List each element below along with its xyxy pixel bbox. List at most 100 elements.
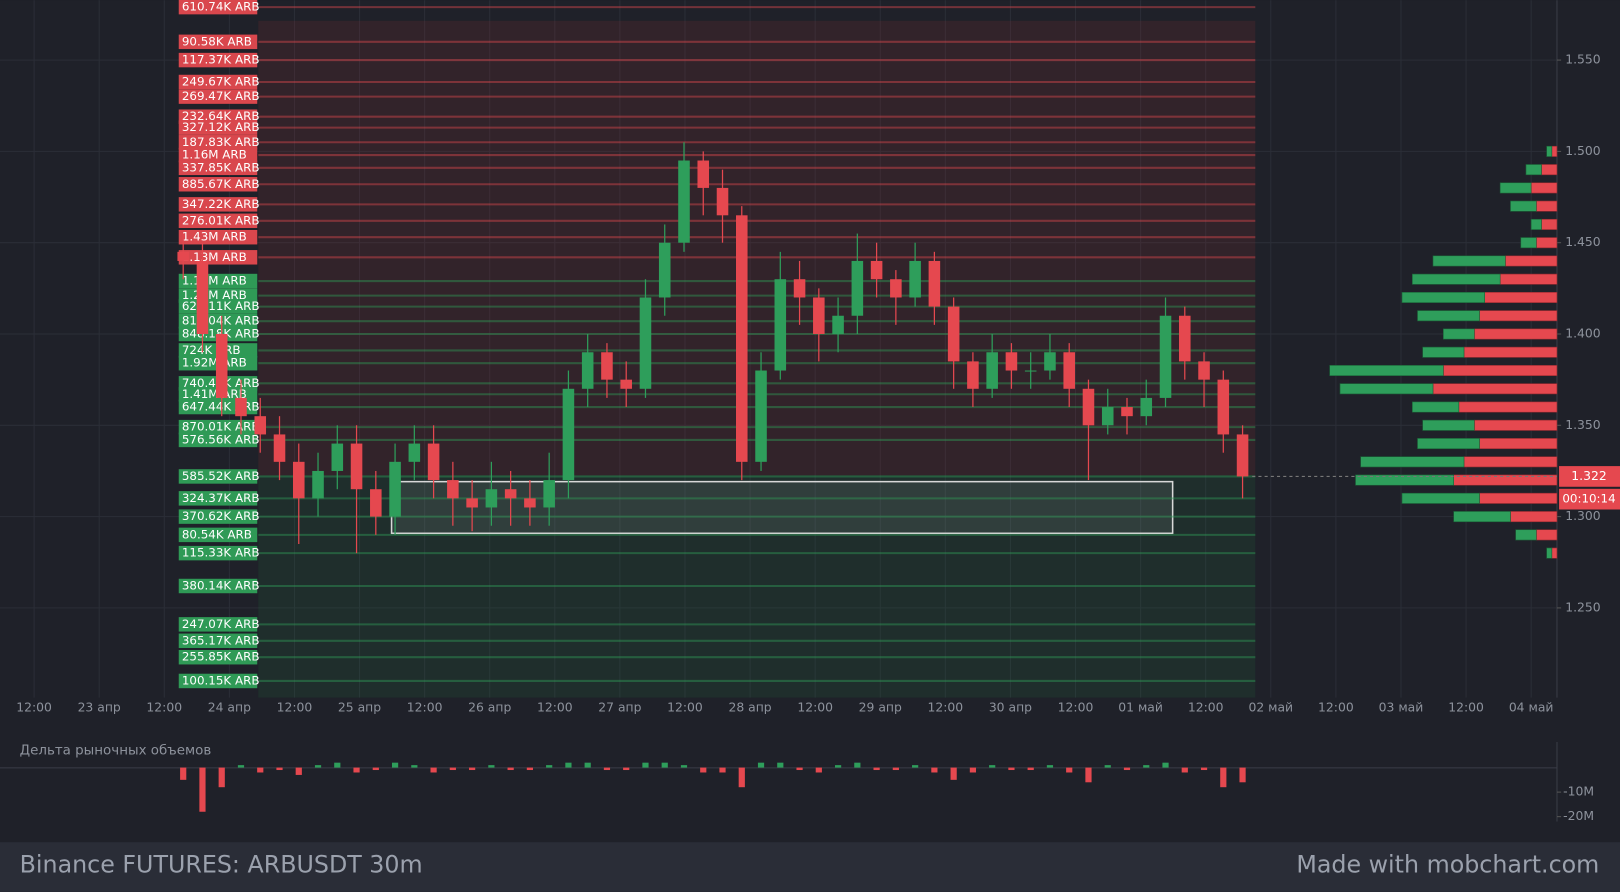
book-level-label: 247.07K ARB (182, 617, 260, 631)
book-level-label: 115.33K ARB (182, 546, 260, 560)
profile-buy (1530, 218, 1542, 230)
book-level-label: 269.47K ARB (182, 89, 260, 103)
profile-sell (1474, 328, 1558, 340)
book-level-label-bg (178, 649, 258, 665)
book-level-label: 576.56K ARB (182, 432, 260, 446)
candle-body (1082, 388, 1095, 426)
candle-body (697, 160, 710, 188)
profile-buy (1360, 456, 1465, 468)
y-tick-label: 1.450 (1565, 234, 1601, 249)
book-level-label-bg (178, 197, 258, 212)
candle-body (813, 297, 825, 334)
profile-sell (1499, 273, 1558, 285)
delta-bar (1220, 767, 1227, 788)
candle-body (1044, 352, 1056, 371)
book-level-label-bg (178, 469, 258, 484)
candle-body (755, 370, 767, 462)
book-level-label-bg (178, 34, 258, 50)
delta-bar (353, 767, 360, 773)
delta-bar (1008, 767, 1015, 771)
profile-sell (1536, 200, 1558, 212)
candle-body (581, 352, 594, 389)
profile-buy (1510, 200, 1537, 212)
x-tick-label: 12:00 (537, 699, 573, 714)
x-tick-label: 12:00 (277, 699, 313, 714)
delta-bar (257, 767, 264, 773)
book-level-label: 117.37K ARB (182, 53, 260, 67)
book-level-label: 324.37K ARB (182, 491, 260, 505)
delta-bar (526, 767, 534, 771)
profile-buy (1339, 383, 1434, 395)
book-level-label: 365.17K ARB (182, 633, 260, 647)
footer (0, 842, 1620, 892)
delta-bar (1143, 765, 1150, 768)
profile-sell (1474, 419, 1558, 431)
x-tick-label: 28 апр (728, 699, 771, 714)
range-box (390, 480, 1174, 535)
book-level-label: 1.16M ARB (182, 274, 247, 288)
profile-sell (1463, 346, 1558, 358)
candle-body (1063, 352, 1075, 389)
profile-buy (1422, 346, 1465, 358)
book-level-label-bg (178, 432, 258, 448)
delta-bar (680, 765, 688, 768)
delta-bar (488, 765, 495, 768)
delta-bar (469, 767, 476, 771)
book-level-label-bg (178, 673, 258, 689)
candle-body (543, 480, 555, 508)
candle-body (1179, 315, 1191, 362)
delta-bar (661, 762, 668, 768)
candle-body (273, 434, 286, 462)
last-price-label: 1.322 (1571, 468, 1606, 483)
x-tick-label: 12:00 (1448, 699, 1484, 714)
candle-body (292, 461, 305, 499)
candle-body (427, 443, 440, 481)
profile-sell (1479, 310, 1558, 322)
profile-buy (1520, 237, 1537, 249)
y-tick-label: 1.550 (1565, 52, 1601, 67)
x-tick-label: 02 май (1248, 699, 1293, 714)
profile-buy (1515, 529, 1537, 541)
profile-buy (1329, 365, 1444, 376)
y-tick-label: 1.250 (1565, 599, 1601, 614)
delta-bar (218, 767, 225, 788)
x-tick-label: 24 апр (208, 699, 251, 714)
heatmap-tint (258, 20, 1256, 698)
y-tick-label: 1.500 (1565, 143, 1601, 158)
candle-body (1005, 352, 1018, 371)
delta-bar (372, 767, 379, 771)
candle-body (177, 251, 189, 261)
candle-body (1217, 379, 1230, 435)
delta-bar (912, 765, 919, 768)
delta-bar (314, 765, 322, 768)
candle-body (196, 260, 209, 334)
delta-bar (950, 767, 957, 780)
book-level-label: 647.44K ARB (182, 400, 260, 414)
x-tick-label: 27 апр (598, 699, 641, 714)
candle-body (1236, 434, 1249, 477)
delta-bar (584, 762, 591, 768)
profile-buy (1432, 255, 1506, 267)
delta-bar (777, 762, 784, 768)
book-level-label: 187.83K ARB (182, 135, 260, 149)
delta-bar (1046, 765, 1054, 768)
y-tick-label: 1.400 (1565, 326, 1601, 341)
candle-body (408, 443, 421, 462)
footer-title: Binance FUTURES: ARBUSDT 30m (20, 850, 423, 878)
candle-body (350, 443, 363, 490)
candle-body (1198, 361, 1210, 380)
x-tick-label: 12:00 (667, 699, 703, 714)
delta-bar (989, 765, 996, 768)
profile-buy (1401, 292, 1485, 303)
delta-bar (295, 767, 302, 775)
candle-body (774, 279, 787, 371)
candle-body (504, 489, 517, 499)
delta-bar (603, 767, 611, 771)
delta-bar (757, 762, 765, 768)
bid-zone (258, 475, 1256, 698)
book-level-label-bg (178, 0, 258, 15)
footer-credit: Made with mobchart.com (1296, 850, 1599, 878)
delta-bar (430, 767, 437, 773)
candle-body (620, 379, 632, 389)
